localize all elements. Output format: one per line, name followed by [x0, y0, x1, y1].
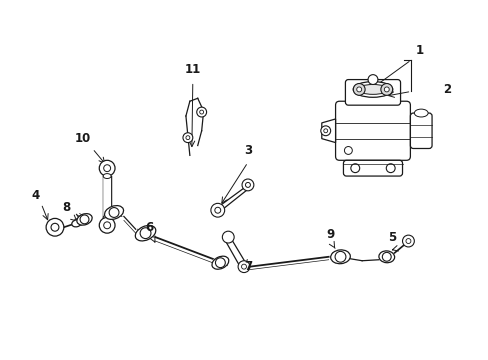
- Polygon shape: [217, 183, 250, 213]
- Circle shape: [214, 207, 220, 213]
- Circle shape: [99, 160, 115, 176]
- Polygon shape: [223, 237, 247, 267]
- Circle shape: [350, 164, 359, 172]
- Text: 2: 2: [442, 83, 450, 96]
- Circle shape: [196, 107, 206, 117]
- Circle shape: [199, 110, 203, 114]
- Text: 6: 6: [145, 221, 153, 234]
- Ellipse shape: [352, 82, 392, 97]
- Circle shape: [103, 165, 110, 172]
- Circle shape: [405, 239, 410, 243]
- Circle shape: [51, 223, 59, 231]
- Circle shape: [46, 219, 64, 236]
- Circle shape: [210, 203, 224, 217]
- Circle shape: [382, 252, 390, 261]
- Circle shape: [109, 208, 119, 217]
- FancyBboxPatch shape: [345, 80, 400, 105]
- Circle shape: [386, 164, 394, 172]
- Text: 4: 4: [31, 189, 40, 202]
- FancyBboxPatch shape: [409, 113, 431, 148]
- Ellipse shape: [330, 250, 349, 264]
- Ellipse shape: [103, 174, 111, 179]
- Circle shape: [103, 222, 110, 229]
- Circle shape: [222, 231, 234, 243]
- Circle shape: [99, 217, 115, 233]
- Circle shape: [241, 264, 246, 269]
- FancyBboxPatch shape: [335, 101, 409, 160]
- FancyBboxPatch shape: [343, 160, 402, 176]
- Text: 10: 10: [74, 132, 90, 145]
- Circle shape: [215, 258, 225, 267]
- Text: 8: 8: [62, 201, 71, 214]
- Circle shape: [356, 87, 361, 92]
- Ellipse shape: [357, 85, 388, 94]
- Circle shape: [320, 126, 330, 136]
- Ellipse shape: [211, 256, 228, 269]
- Circle shape: [140, 228, 151, 239]
- Text: 7: 7: [244, 260, 251, 273]
- Circle shape: [352, 84, 365, 95]
- FancyBboxPatch shape: [103, 176, 111, 217]
- Ellipse shape: [72, 220, 81, 227]
- Circle shape: [384, 87, 388, 92]
- Circle shape: [185, 136, 189, 140]
- Circle shape: [80, 215, 89, 224]
- Ellipse shape: [104, 206, 123, 219]
- Ellipse shape: [135, 225, 156, 241]
- Circle shape: [183, 133, 192, 143]
- Circle shape: [344, 147, 351, 154]
- Ellipse shape: [378, 251, 394, 263]
- Text: 9: 9: [326, 228, 334, 240]
- Text: 5: 5: [388, 231, 396, 244]
- Ellipse shape: [77, 213, 92, 225]
- Ellipse shape: [103, 215, 111, 220]
- Circle shape: [245, 183, 250, 188]
- Circle shape: [402, 235, 413, 247]
- Circle shape: [380, 84, 392, 95]
- Ellipse shape: [413, 109, 427, 117]
- Polygon shape: [321, 119, 335, 143]
- Text: 1: 1: [414, 44, 423, 57]
- Circle shape: [323, 129, 327, 133]
- Circle shape: [242, 179, 253, 191]
- Circle shape: [334, 251, 345, 262]
- Text: 3: 3: [244, 144, 251, 157]
- Text: 11: 11: [184, 63, 201, 76]
- Circle shape: [367, 75, 377, 85]
- Circle shape: [238, 261, 249, 273]
